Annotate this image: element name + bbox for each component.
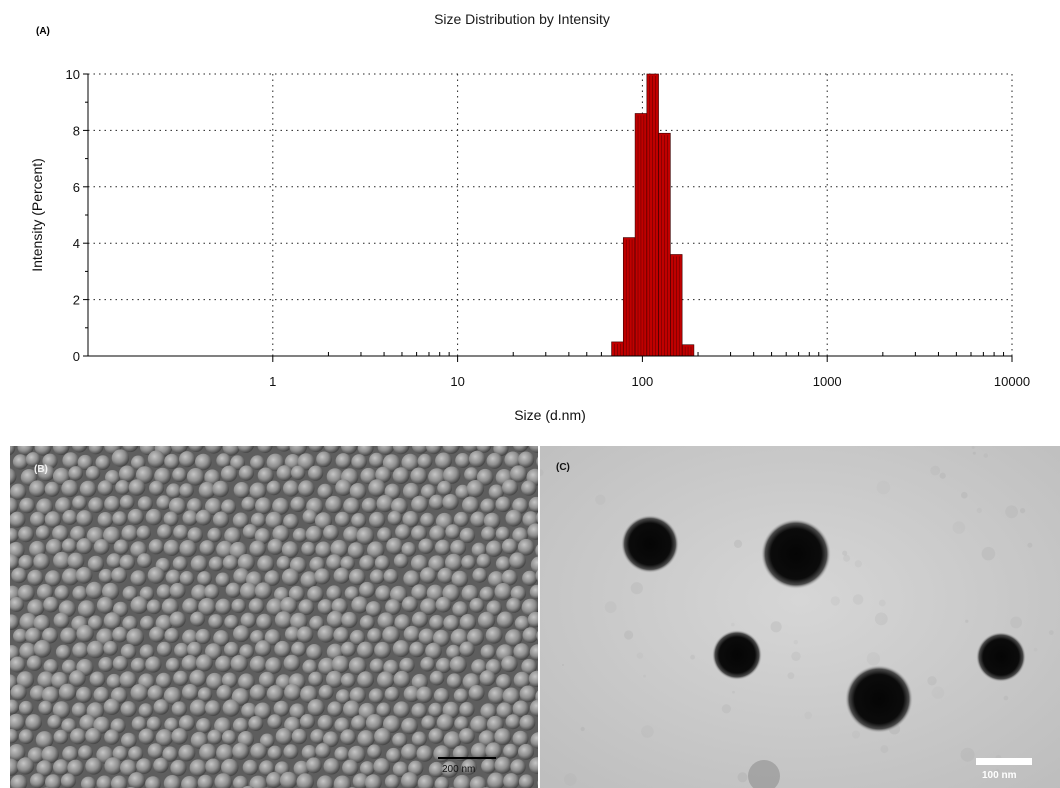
y-tick-label: 0	[73, 349, 80, 364]
y-tick-label: 2	[73, 293, 80, 308]
sem-particles	[10, 446, 538, 788]
x-axis-label: Size (d.nm)	[514, 407, 586, 423]
panel-label-b: (B)	[34, 464, 48, 475]
panel-label-c: (C)	[556, 462, 570, 473]
minor-ticks	[83, 73, 1013, 362]
tem-scale-bar	[976, 758, 1032, 765]
y-tick-label: 6	[73, 180, 80, 195]
tem-particle	[761, 519, 831, 589]
x-tick-label: 1000	[813, 374, 842, 389]
y-tick-label: 4	[73, 236, 80, 251]
x-tick-label: 10	[450, 374, 464, 389]
tem-particle	[621, 515, 679, 573]
y-tick-labels: 0 2 4 6 8 10	[66, 67, 80, 364]
tem-particle	[712, 630, 762, 680]
chart-title: Size Distribution by Intensity	[434, 11, 610, 27]
sem-scale-label: 200 nm	[442, 764, 476, 775]
x-tick-label: 100	[632, 374, 654, 389]
x-tick-label: 1	[269, 374, 276, 389]
tem-image: (C) 100 nm	[540, 446, 1060, 788]
tem-scale-label: 100 nm	[982, 770, 1017, 781]
grid	[88, 73, 1013, 356]
dls-chart: (A) Size Distribution by Intensity 0 2 4 6 8…	[29, 11, 1030, 423]
sem-image: (B) 200 nm	[10, 446, 538, 788]
tem-particles	[540, 446, 1060, 788]
y-axis-label: Intensity (Percent)	[29, 158, 45, 272]
bars	[611, 73, 695, 357]
panel-label-a: (A)	[36, 26, 50, 37]
x-tick-labels: 1 10 100 1000 10000	[269, 374, 1030, 389]
tem-particle	[845, 665, 913, 733]
y-tick-label: 8	[73, 123, 80, 138]
y-tick-label: 10	[66, 67, 80, 82]
tem-particle	[976, 632, 1026, 682]
x-tick-label: 10000	[994, 374, 1030, 389]
